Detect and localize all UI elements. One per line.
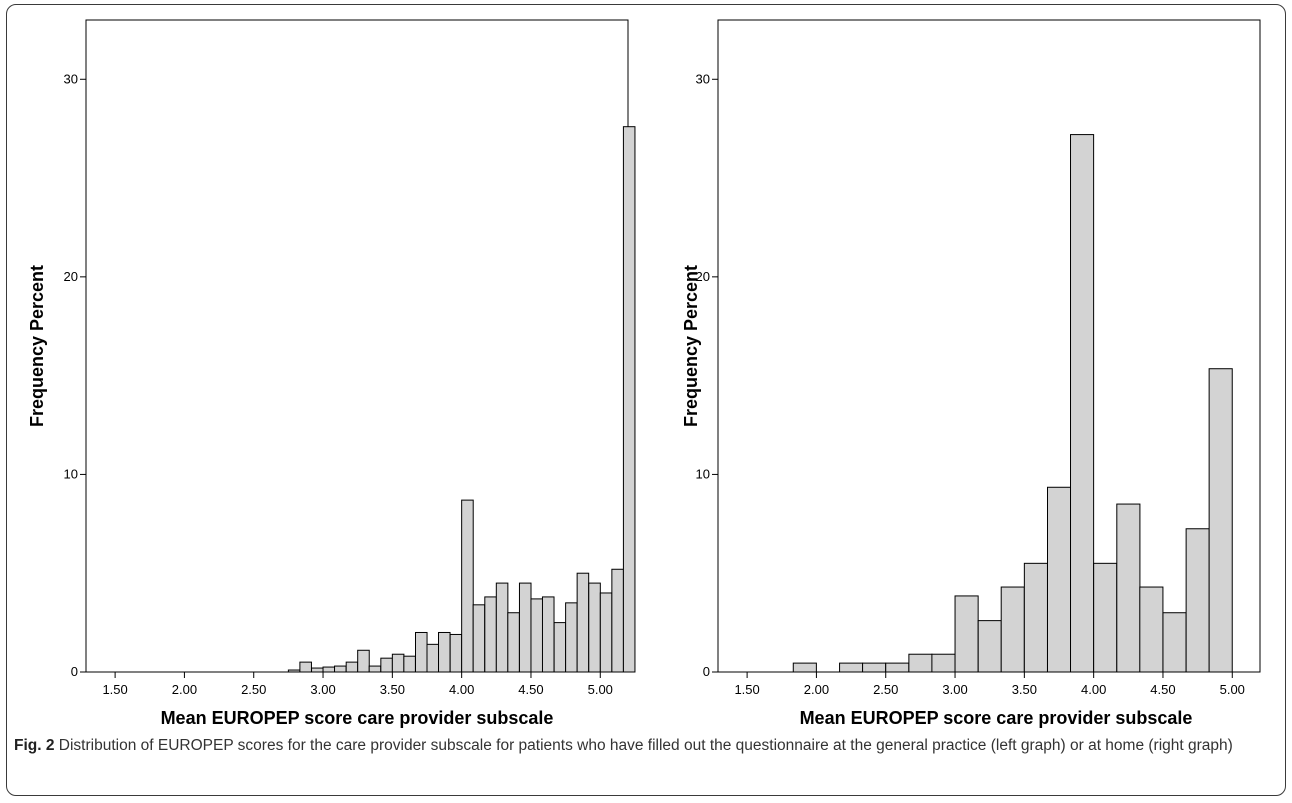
left-bar: [311, 667, 324, 673]
left-y-tick-label: 10: [64, 466, 78, 481]
left-bar: [299, 661, 312, 673]
left-bar: [449, 633, 463, 673]
figure-caption: Fig. 2 Distribution of EUROPEP scores fo…: [14, 734, 1276, 758]
right-y-tick-label: 20: [696, 269, 710, 284]
right-x-tick-label: 4.50: [1150, 682, 1175, 697]
left-x-tick-label: 4.50: [518, 682, 543, 697]
left-bar: [576, 572, 590, 673]
right-bar: [862, 662, 887, 673]
left-bar: [345, 661, 359, 673]
right-bar: [931, 653, 956, 673]
right-bar: [1047, 486, 1072, 673]
figure-label: Fig. 2: [14, 737, 55, 754]
left-y-axis-title: Frequency Percent: [27, 265, 47, 427]
left-y-tick-label: 30: [64, 71, 78, 86]
right-bar: [1093, 562, 1118, 673]
left-bar: [484, 596, 497, 673]
right-bar: [977, 620, 1002, 673]
left-bar: [426, 643, 440, 673]
right-bar: [1208, 368, 1233, 673]
right-x-tick-label: 5.00: [1220, 682, 1245, 697]
right-bar: [908, 653, 933, 673]
left-bar: [518, 582, 532, 673]
left-y-tick-label: 20: [64, 269, 78, 284]
left-x-tick-label: 5.00: [588, 682, 613, 697]
left-bar: [541, 596, 555, 673]
right-bar: [954, 595, 979, 673]
left-x-tick-label: 4.00: [449, 682, 474, 697]
right-y-axis-title: Frequency Percent: [681, 265, 701, 427]
left-bar: [461, 499, 474, 673]
right-bar: [792, 662, 817, 673]
right-bar: [1000, 586, 1025, 673]
left-bar: [334, 665, 347, 673]
left-bar: [565, 602, 578, 673]
right-x-tick-label: 1.50: [734, 682, 759, 697]
left-bar: [322, 666, 336, 673]
left-bar: [380, 657, 393, 673]
left-bar: [438, 631, 451, 673]
right-x-axis-title: Mean EUROPEP score care provider subscal…: [800, 708, 1193, 728]
right-x-tick-label: 3.00: [942, 682, 967, 697]
right-histogram: Frequency Percent Mean EUROPEP score car…: [681, 19, 1261, 728]
left-plot-area: [85, 19, 629, 673]
figure-frame: [6, 4, 1286, 796]
left-bar: [357, 649, 370, 673]
left-x-tick-label: 3.50: [380, 682, 405, 697]
left-bar: [495, 582, 509, 673]
left-bar: [472, 604, 486, 673]
right-bar: [1070, 134, 1095, 673]
left-bar: [287, 669, 301, 673]
right-bar: [839, 662, 864, 673]
left-bar: [403, 655, 416, 673]
left-bar: [622, 126, 636, 673]
right-bar: [1185, 528, 1210, 673]
left-bar: [599, 592, 613, 673]
right-y-tick-label: 0: [703, 664, 710, 679]
left-histogram: Frequency Percent Mean EUROPEP score car…: [27, 19, 636, 728]
right-bar: [1116, 503, 1141, 673]
right-bar: [1162, 612, 1187, 673]
right-y-tick-label: 10: [696, 466, 710, 481]
right-y-tick-label: 30: [696, 71, 710, 86]
right-plot-area: [717, 19, 1261, 673]
left-x-tick-label: 2.50: [241, 682, 266, 697]
left-y-tick-label: 0: [71, 664, 78, 679]
left-bar: [391, 653, 405, 673]
right-x-tick-label: 4.00: [1081, 682, 1106, 697]
right-x-tick-label: 3.50: [1012, 682, 1037, 697]
right-x-tick-label: 2.50: [873, 682, 898, 697]
left-x-tick-label: 2.00: [172, 682, 197, 697]
right-x-tick-label: 2.00: [804, 682, 829, 697]
left-bar: [553, 622, 567, 673]
left-x-tick-label: 3.00: [310, 682, 335, 697]
left-bar: [415, 631, 428, 673]
left-x-tick-label: 1.50: [102, 682, 127, 697]
left-bar: [611, 568, 624, 673]
left-bar: [588, 582, 601, 673]
left-x-axis-title: Mean EUROPEP score care provider subscal…: [161, 708, 554, 728]
right-bar: [1023, 562, 1048, 673]
caption-text: Distribution of EUROPEP scores for the c…: [54, 737, 1233, 754]
left-bar: [530, 598, 544, 673]
right-bar: [1139, 586, 1164, 673]
left-bar: [507, 612, 520, 673]
left-bar: [368, 665, 382, 673]
right-bar: [885, 662, 910, 673]
